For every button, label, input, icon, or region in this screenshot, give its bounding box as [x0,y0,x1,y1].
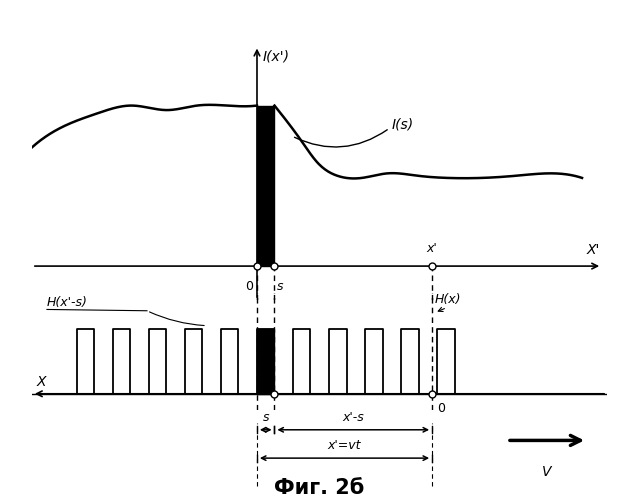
Text: I(x'): I(x') [263,49,290,63]
Text: 0: 0 [245,280,253,292]
Text: x': x' [427,242,437,255]
Polygon shape [257,329,275,394]
Text: s: s [277,280,284,292]
Text: x'-s: x'-s [343,411,364,424]
Text: 0: 0 [437,402,445,414]
Text: Фиг. 2б: Фиг. 2б [274,478,365,498]
Text: X: X [37,374,47,388]
Text: x'=vt: x'=vt [328,440,361,452]
Text: s: s [263,411,269,424]
Text: I(s): I(s) [392,118,414,132]
Text: H(x'-s): H(x'-s) [47,296,88,310]
Text: X': X' [586,243,599,257]
Text: H(x): H(x) [435,293,461,306]
Text: V: V [543,465,552,479]
